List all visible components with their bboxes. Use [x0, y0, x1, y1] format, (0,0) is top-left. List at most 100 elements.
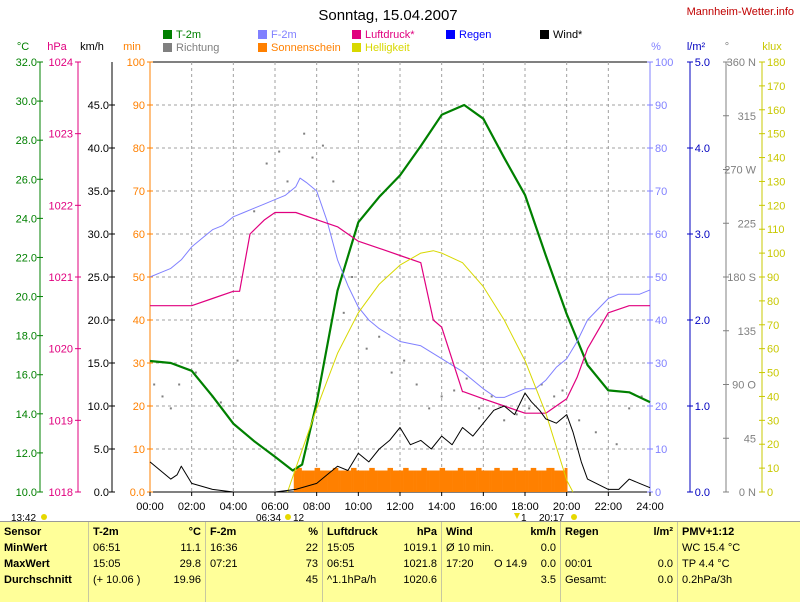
- temp-avg-note: (+ 10.06 ): [93, 574, 141, 586]
- press-max: 1021.8: [403, 558, 437, 570]
- sunshine-bar: [561, 470, 565, 492]
- series-f-2m: [149, 177, 651, 398]
- sunshine-bar: [332, 467, 336, 492]
- sunshine-bar: [304, 470, 308, 492]
- temp-axis-tick-label: 24.0: [16, 213, 37, 225]
- axes: 32.0 30.0 28.0 26.0 24.0 22.0 20.0 18.0 16.0 14.0…: [16, 41, 786, 499]
- legend-swatch: [352, 30, 361, 39]
- legend-label: Helligkeit: [365, 42, 410, 54]
- sunshine-bar: [551, 467, 555, 492]
- wind-r2-mid: O 14.9: [494, 558, 528, 570]
- source-label[interactable]: Mannheim-Wetter.info: [686, 6, 794, 18]
- sunshine-bar: [543, 470, 547, 492]
- wind-axis-tick-label: 5.0: [94, 444, 109, 456]
- stats-col-sensor: Sensor MinWert MaxWert Durchschnitt: [0, 522, 89, 602]
- sunshine-bar: [356, 470, 360, 492]
- sunshine-bar: [317, 467, 321, 492]
- direction-point: [390, 371, 393, 374]
- temp-axis-tick-label: 32.0: [16, 57, 37, 69]
- direction-point: [178, 383, 181, 386]
- light-axis-tick-label: 120: [767, 200, 785, 212]
- sunshine-bar: [494, 467, 498, 492]
- sunshine-bar: [413, 470, 417, 492]
- temp-head: T-2m: [93, 526, 119, 538]
- legend-label: Richtung: [176, 42, 219, 54]
- sunshine-bar: [546, 467, 550, 492]
- light-axis-tick-label: 20: [767, 439, 779, 451]
- sunshine-bar: [436, 470, 440, 492]
- direction-point: [640, 395, 643, 398]
- sun-axis-unit: min: [123, 41, 141, 53]
- sunshine-bar: [377, 470, 380, 492]
- stats-col-pmv: PMV+1:12 WC 15.4 °C TP 4.4 °C 0.2hPa/3h: [678, 522, 799, 602]
- wind-axis-tick-label: 15.0: [88, 358, 109, 370]
- pressure-axis-tick-label: 1022: [49, 200, 73, 212]
- pressure-axis-tick-label: 1020: [49, 344, 73, 356]
- light-axis-tick-label: 60: [767, 344, 779, 356]
- direction-point: [153, 383, 156, 386]
- direction-point: [253, 210, 256, 213]
- pressure-axis-tick-label: 1019: [49, 415, 73, 427]
- sunshine-bar: [358, 470, 362, 492]
- direction-point: [615, 443, 618, 446]
- legend-swatch: [163, 30, 172, 39]
- sunshine-bar: [405, 467, 409, 492]
- sunset-time: 20:17: [539, 513, 564, 521]
- sunshine-bar: [559, 470, 563, 492]
- x-tick-label: 20:00: [553, 501, 581, 513]
- direction-point: [465, 377, 468, 380]
- sunshine-bar: [416, 470, 420, 492]
- sunshine-bar: [371, 467, 375, 492]
- wind-axis-tick-label: 30.0: [88, 229, 109, 241]
- sunshine-bar: [397, 470, 401, 492]
- direction-point: [528, 407, 531, 410]
- legend-label: T-2m: [176, 29, 201, 41]
- sun-axis-tick-label: 80: [133, 143, 145, 155]
- sunshine-bar: [473, 470, 477, 492]
- sunshine-bar: [512, 467, 516, 492]
- sun-axis-tick-label: 100: [127, 57, 145, 69]
- sunshine-bar: [535, 470, 539, 492]
- legend-swatch: [258, 43, 267, 52]
- sunshine-bar: [293, 470, 297, 492]
- sunshine-bar: [515, 467, 519, 492]
- wind-r2-value: 0.0: [540, 558, 556, 570]
- temp-axis-tick-label: 30.0: [16, 96, 37, 108]
- chart-title: Sonntag, 15.04.2007: [318, 7, 457, 24]
- sunshine-bar: [517, 470, 521, 492]
- direction-point: [286, 180, 289, 183]
- sunshine-bar: [395, 470, 399, 492]
- sunshine-bar: [338, 470, 341, 492]
- direction-point: [194, 371, 197, 374]
- sunshine-bar: [369, 467, 373, 492]
- stats-col-wind: Wind km/h Ø 10 min. 0.0 17:20 O 14.9 0.0 3.5: [442, 522, 561, 602]
- wind-axis-tick-label: 45.0: [88, 100, 109, 112]
- temp-avg: 19.96: [173, 574, 201, 586]
- light-axis-tick-label: 50: [767, 368, 779, 380]
- humidity-axis-tick-label: 40: [655, 315, 667, 327]
- direction-point: [278, 150, 281, 153]
- temp-axis-tick-label: 10.0: [16, 487, 37, 499]
- direction-point: [321, 144, 324, 147]
- sunshine-bar: [455, 470, 459, 492]
- direction-axis-tick-label: 225: [738, 218, 756, 230]
- direction-point: [453, 389, 456, 392]
- rain-head: Regen: [565, 526, 599, 538]
- sunshine-bar: [330, 470, 334, 492]
- sun-axis-tick-label: 70: [133, 186, 145, 198]
- sunshine-bar: [478, 467, 482, 492]
- x-tick-label: 22:00: [595, 501, 623, 513]
- sunshine-bar: [426, 470, 430, 492]
- light-axis-tick-label: 70: [767, 320, 779, 332]
- sunshine-bar: [450, 470, 453, 492]
- light-axis-tick-label: 30: [767, 415, 779, 427]
- x-tick-label: 12:00: [386, 501, 414, 513]
- direction-point: [428, 407, 431, 410]
- direction-axis-tick-label: 135: [738, 326, 756, 338]
- hum-avg: 45: [305, 574, 318, 586]
- direction-axis-tick-label: 180 S: [727, 272, 756, 284]
- sunshine-bar: [325, 470, 328, 492]
- sunshine-bar: [335, 467, 339, 492]
- direction-point: [332, 180, 335, 183]
